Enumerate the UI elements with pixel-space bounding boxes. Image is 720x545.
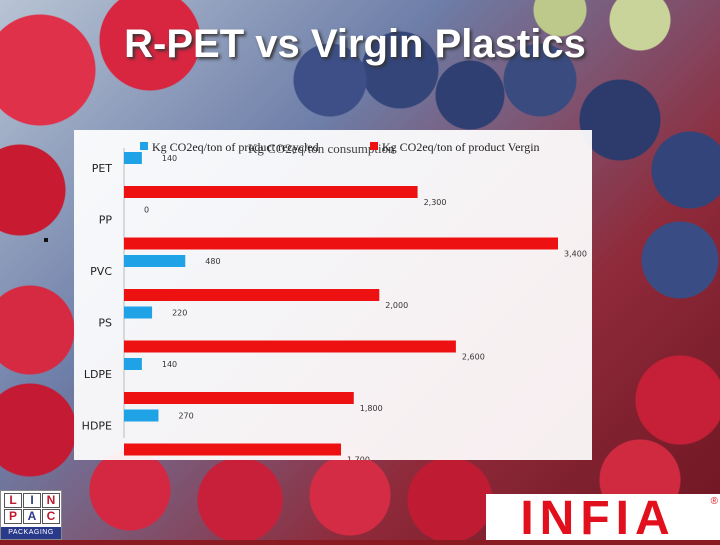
data-label-recycled: 270	[178, 412, 193, 421]
category-label: LDPE	[84, 368, 112, 381]
slide-title: R-PET vs Virgin Plastics	[124, 22, 586, 66]
category-label: HDPE	[82, 420, 112, 433]
data-label-virgin: 1,800	[360, 404, 383, 413]
infia-logo: INFIA ®	[486, 492, 720, 545]
logo-letter: N	[42, 493, 60, 508]
category-label: PET	[92, 162, 113, 175]
bar-virgin	[124, 186, 418, 198]
legend-label-virgin: Kg CO2eq/ton of product Vergin	[382, 140, 540, 154]
legend-swatch-recycled	[140, 142, 148, 150]
bar-recycled	[124, 306, 153, 319]
category-label: PP	[99, 214, 113, 227]
bar-virgin	[124, 392, 354, 404]
data-label-recycled: 220	[172, 309, 187, 318]
infia-wordmark: INFIA	[520, 492, 676, 545]
data-label-virgin: 2,000	[385, 301, 408, 310]
category-label: PS	[98, 317, 112, 330]
linpac-logo: L I N P A C PACKAGING	[0, 490, 62, 540]
bar-recycled	[124, 255, 186, 267]
logo-letter: L	[4, 493, 22, 508]
bar-recycled	[124, 152, 142, 164]
bar-recycled	[124, 409, 159, 422]
data-label-recycled: 140	[162, 154, 177, 163]
legend-overlay-text: Kg CO2eq/ton consumption	[248, 141, 395, 156]
logo-caption: PACKAGING	[1, 527, 61, 539]
data-label-recycled: 480	[205, 257, 220, 266]
data-label-recycled: 0	[144, 206, 149, 215]
bar-virgin	[124, 443, 341, 456]
legend-swatch-virgin	[370, 142, 378, 150]
logo-letter: I	[23, 493, 41, 508]
data-label-virgin: 3,400	[564, 250, 587, 259]
data-label-virgin: 1,700	[347, 456, 370, 461]
registered-mark: ®	[710, 496, 718, 507]
data-label-virgin: 2,600	[462, 353, 485, 362]
bullet-dot	[44, 238, 48, 242]
bar-virgin	[124, 289, 380, 301]
data-label-recycled: 140	[162, 360, 177, 369]
logo-letter: C	[42, 509, 60, 524]
bar-virgin	[124, 237, 558, 250]
logo-letter: P	[4, 509, 22, 524]
category-label: PVC	[90, 265, 112, 278]
bar-virgin	[124, 340, 456, 353]
logo-letter: A	[23, 509, 41, 524]
legend-label-recycled: Kg CO2eq/ton of product recycled	[152, 140, 319, 154]
bar-recycled	[124, 358, 142, 370]
data-label-virgin: 2,300	[424, 198, 447, 207]
